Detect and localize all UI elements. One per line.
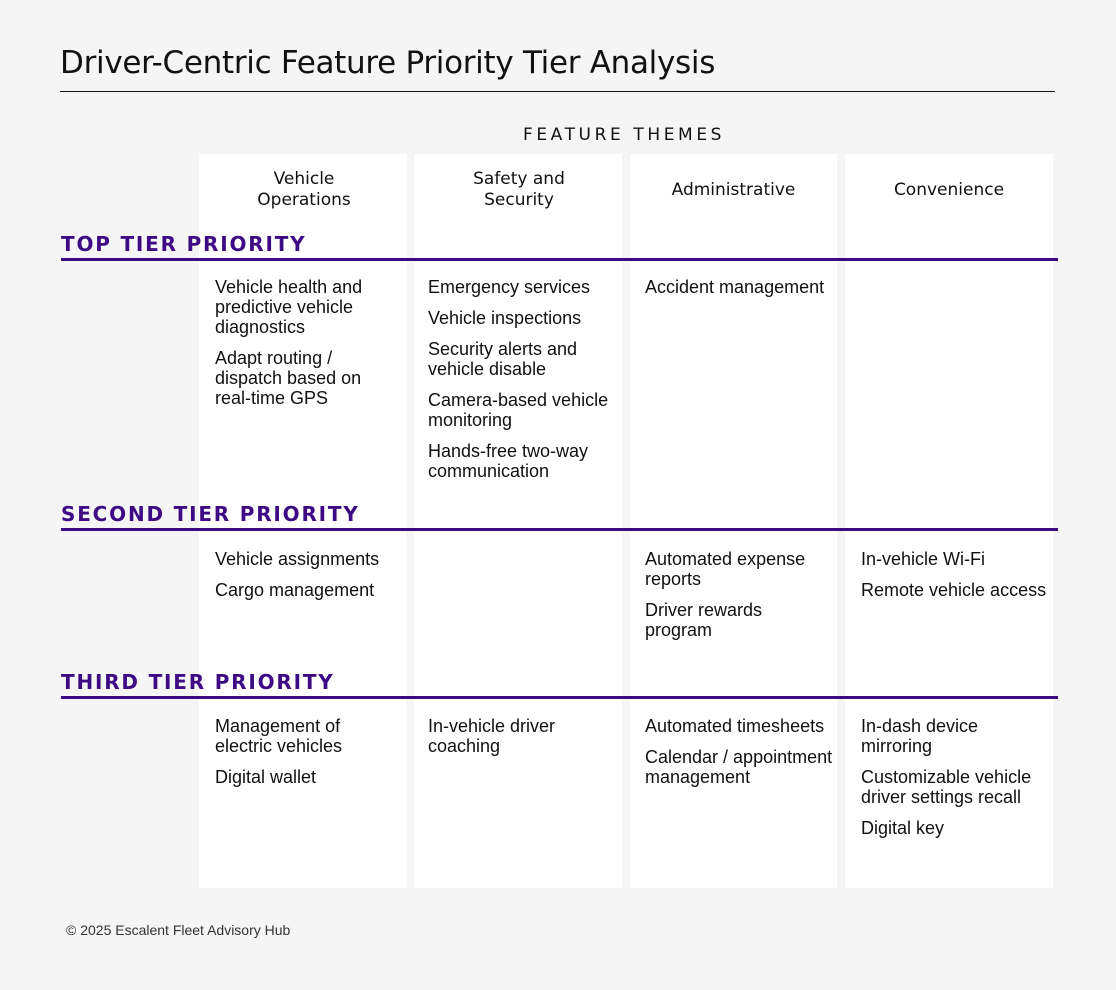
feature-item: Driver rewards program [645,600,763,640]
feature-item: Calendar / appointment management [645,747,833,787]
tier-label-top: TOP TIER PRIORITY [61,232,307,256]
feature-item: In-dash device mirroring [861,716,979,756]
feature-item: In-vehicle driver coaching [428,716,556,756]
feature-item: Hands-free two-way communication [428,441,589,481]
feature-item: Emergency services [428,277,591,297]
feature-item: Cargo management [215,580,375,600]
tier-second-vehicle-operations-cell: Vehicle assignments Cargo management [215,549,401,611]
copyright-footer: © 2025 Escalent Fleet Advisory Hub [66,922,291,938]
tier-third-administrative-cell: Automated timesheets Calendar / appointme… [645,716,833,798]
tier-top-administrative-cell: Accident management [645,277,833,308]
tier-top-vehicle-operations-cell: Vehicle health and predictive vehicle di… [215,277,401,419]
feature-item: Adapt routing / dispatch based on real-t… [215,348,362,408]
feature-item: Camera-based vehicle monitoring [428,390,609,430]
feature-item: Security alerts and vehicle disable [428,339,578,379]
column-panel-convenience [845,154,1053,888]
tier-third-safety-security-cell: In-vehicle driver coaching [428,716,616,767]
feature-item: Remote vehicle access [861,580,1047,600]
feature-themes-heading: FEATURE THEMES [522,125,726,145]
column-panel-vehicle-operations [199,154,407,888]
tier-divider-third [61,696,1058,699]
column-header-safety-security: Safety and Security [473,169,565,210]
feature-item: In-vehicle Wi-Fi [861,549,986,569]
tier-third-vehicle-operations-cell: Management of electric vehicles Digital w… [215,716,401,798]
feature-item: Management of electric vehicles [215,716,343,756]
column-header-vehicle-operations: Vehicle Operations [257,169,351,210]
tier-second-administrative-cell: Automated expense reports Driver rewards … [645,549,833,651]
tier-second-convenience-cell: In-vehicle Wi-Fi Remote vehicle access [861,549,1049,611]
tier-label-second: SECOND TIER PRIORITY [61,502,360,526]
feature-item: Accident management [645,277,825,297]
feature-item: Vehicle health and predictive vehicle di… [215,277,363,337]
column-panel-administrative [630,154,837,888]
feature-item: Vehicle assignments [215,549,380,569]
feature-item: Digital wallet [215,767,317,787]
tier-label-third: THIRD TIER PRIORITY [61,670,335,694]
tier-divider-top [61,258,1058,261]
page-title: Driver-Centric Feature Priority Tier Ana… [60,45,716,81]
feature-item: Automated expense reports [645,549,806,589]
feature-item: Customizable vehicle driver settings rec… [861,767,1032,807]
tier-third-convenience-cell: In-dash device mirroring Customizable veh… [861,716,1049,849]
column-panel-safety-security [414,154,622,888]
feature-item: Vehicle inspections [428,308,582,328]
tier-top-safety-security-cell: Emergency services Vehicle inspections Sec… [428,277,616,492]
tier-divider-second [61,528,1058,531]
feature-item: Automated timesheets [645,716,825,736]
feature-item: Digital key [861,818,945,838]
title-divider [60,91,1055,92]
column-header-administrative: Administrative [671,179,796,200]
column-header-convenience: Convenience [893,179,1005,200]
